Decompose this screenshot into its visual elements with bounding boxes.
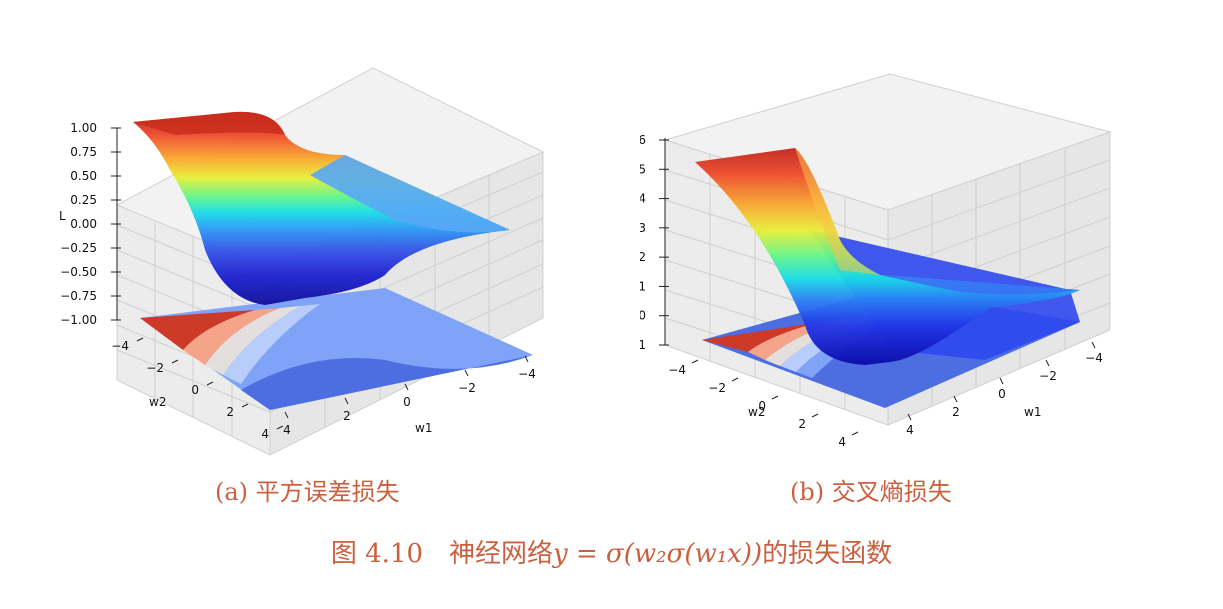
z-tick-label-b: 4 [640, 192, 646, 206]
x-tick-label-b-mark [953, 395, 958, 403]
z-tick-label-a: −0.75 [60, 289, 97, 303]
figure-caption: 图 4.10 神经网络y = σ(w₂σ(w₁x))的损失函数 [0, 533, 1223, 570]
x-tick-label-b-mark [1091, 341, 1096, 349]
x-tick-label-b: −4 [1085, 351, 1103, 365]
y-ticks-b: −4 −2 0 2 4 [668, 359, 859, 449]
y-tick-label-b: 4 [838, 435, 846, 449]
z-tick-label-b: −1 [640, 338, 646, 352]
y-tick-label-b-mark [811, 413, 819, 418]
y-tick-label-a: 4 [261, 427, 269, 441]
z-tick-label-b: 3 [640, 221, 646, 235]
x-tick-label-b: 2 [952, 405, 960, 419]
y-axis-label-b: w2 [748, 405, 765, 419]
x-tick-label-a-mark [524, 355, 529, 363]
x-tick-label-a: 4 [283, 423, 291, 437]
x-tick-label-a: 2 [343, 409, 351, 423]
x-tick-label-a-mark [344, 397, 349, 405]
z-tick-label-a: 0.25 [70, 193, 97, 207]
x-axis-label-b: w1 [1024, 405, 1041, 419]
plot-squared-error: 1.00 0.75 0.50 0.25 0.00 −0.25 −0.50 −0.75 −1.00… [59, 67, 545, 456]
y-axis-label-a: w2 [149, 395, 166, 409]
x-tick-label-b-mark [999, 377, 1004, 385]
y-tick-label-b-mark [731, 377, 739, 382]
y-tick-label-a: 0 [191, 383, 199, 397]
y-tick-label-b-mark [851, 431, 859, 436]
z-tick-label-b: 1 [640, 279, 646, 293]
caption-text: 神经网络 [449, 539, 554, 569]
x-tick-label-b-mark [907, 413, 912, 421]
y-tick-label-a-mark [171, 359, 179, 364]
y-tick-label-b: 0 [758, 399, 766, 413]
figure-label: 图 4.10 [330, 539, 424, 569]
z-tick-label-b: 5 [640, 162, 646, 176]
surface-b [695, 148, 1080, 365]
x-tick-label-b: −2 [1039, 369, 1057, 383]
z-tick-label-a: −0.50 [60, 265, 97, 279]
contour-floor-a [140, 288, 533, 410]
x-ticks-b: 4 2 0 −2 −4 [906, 341, 1103, 437]
x-ticks-a: 4 2 0 −2 −4 [283, 355, 536, 437]
caption-suffix: 的损失函数 [762, 539, 893, 569]
z-tick-label-b: 6 [640, 133, 646, 147]
z-axis-label-a: L [59, 209, 66, 223]
y-tick-label-b: −2 [708, 381, 726, 395]
z-ticks-b: 6 5 4 3 2 1 0 −1 [640, 133, 669, 352]
y-tick-label-a: −2 [146, 361, 164, 375]
y-tick-label-b-mark [691, 359, 699, 364]
x-tick-label-a-mark [404, 383, 409, 391]
y-tick-label-a-mark [276, 425, 284, 430]
z-tick-label-a: 0.00 [70, 217, 97, 231]
x-tick-label-b: 4 [906, 423, 914, 437]
y-tick-label-a-mark [241, 403, 249, 408]
x-tick-label-b: 0 [998, 387, 1006, 401]
x-tick-label-a: −2 [458, 381, 476, 395]
z-tick-label-a: −1.00 [60, 313, 97, 327]
x-tick-label-a: 0 [403, 395, 411, 409]
z-tick-label-a: 0.75 [70, 145, 97, 159]
surface-a [133, 111, 510, 305]
y-tick-label-a: 2 [226, 405, 234, 419]
y-ticks-a: −4 −2 0 2 4 [111, 337, 284, 441]
x-tick-label-a-mark [464, 369, 469, 377]
z-ticks-a: 1.00 0.75 0.50 0.25 0.00 −0.25 −0.50 −0.75 −1.00 [60, 121, 121, 327]
z-tick-label-b: 2 [640, 250, 646, 264]
y-tick-label-b: 2 [798, 417, 806, 431]
x-tick-label-a-mark [284, 411, 289, 419]
y-tick-label-a-mark [136, 337, 144, 342]
caption-formula: y = σ(w₂σ(w₁x)) [553, 539, 763, 569]
subcaption-b: (b) 交叉熵损失 [790, 478, 952, 506]
y-tick-label-a-mark [206, 381, 214, 386]
x-tick-label-b-mark [1045, 359, 1050, 367]
x-tick-label-a: −4 [518, 367, 536, 381]
x-axis-label-a: w1 [415, 421, 432, 435]
y-tick-label-b: −4 [668, 363, 686, 377]
subcaption-a: (a) 平方误差损失 [215, 478, 400, 506]
z-tick-label-a: 0.50 [70, 169, 97, 183]
y-tick-label-b-mark [771, 395, 779, 400]
z-tick-label-b: 0 [640, 309, 646, 323]
z-tick-label-a: −0.25 [60, 241, 97, 255]
y-tick-label-a: −4 [111, 339, 129, 353]
z-tick-label-a: 1.00 [70, 121, 97, 135]
